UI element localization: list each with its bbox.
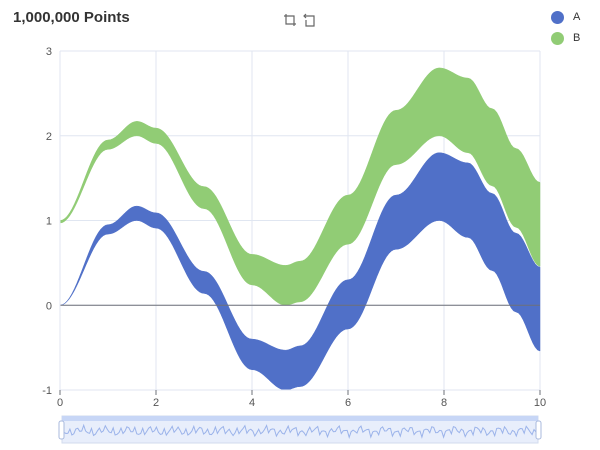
x-tick-label: 10 (534, 397, 546, 409)
legend-item-a[interactable]: A (551, 10, 580, 24)
y-tick-label: 1 (46, 216, 52, 228)
legend-label-a: A (573, 11, 581, 23)
x-tick-label: 4 (249, 397, 255, 409)
zoom-reset-icon[interactable] (303, 13, 317, 27)
zoom-preview-line (63, 423, 537, 439)
x-tick-label: 6 (345, 397, 351, 409)
zoom-handle-right (535, 420, 542, 440)
zoom-handle-left (58, 420, 65, 440)
legend-label-b: B (573, 32, 581, 44)
chart-title: 1,000,000 Points (13, 9, 130, 26)
y-tick-label: 3 (46, 46, 52, 58)
tick-labels: -1 0 1 2 3 0 2 4 6 8 10 (42, 46, 546, 409)
series-bands (59, 67, 541, 391)
y-tick-label: -1 (42, 385, 52, 397)
series-band-a (59, 152, 541, 391)
legend-swatch-b (551, 31, 564, 45)
axes (59, 51, 541, 395)
legend-item-b[interactable]: B (551, 31, 580, 45)
zoom-top-bar (62, 416, 538, 421)
x-tick-label: 0 (57, 397, 63, 409)
data-zoom-icon[interactable] (283, 13, 297, 27)
legend-swatch-a (551, 10, 564, 24)
y-tick-label: 0 (46, 300, 52, 312)
series-band-b (59, 67, 541, 306)
toolbox (283, 13, 317, 27)
x-tick-label: 8 (441, 397, 447, 409)
data-zoom-slider[interactable] (58, 415, 542, 444)
legend: A B (551, 10, 580, 52)
y-tick-label: 2 (46, 131, 52, 143)
x-tick-label: 2 (153, 397, 159, 409)
